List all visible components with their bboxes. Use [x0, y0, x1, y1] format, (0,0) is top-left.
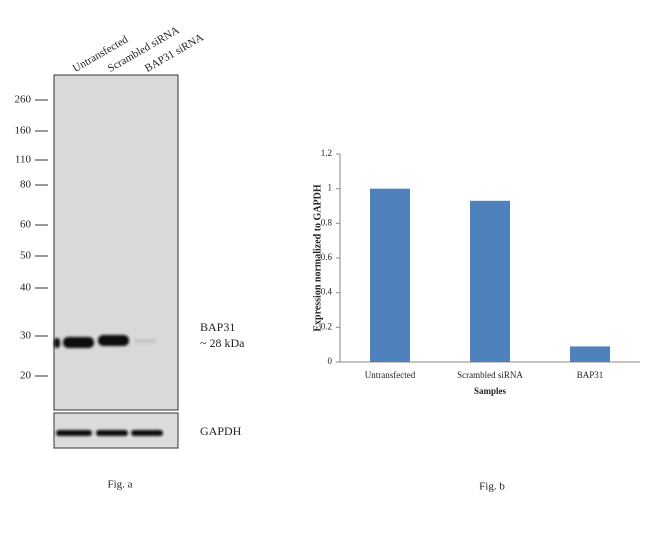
marker-label: 80	[20, 179, 32, 191]
marker-label: 30	[20, 330, 32, 342]
y-tick-label: 0.2	[321, 321, 332, 331]
bands	[54, 335, 163, 436]
blot-membrane	[53, 74, 179, 411]
band	[63, 337, 94, 348]
marker-label: 110	[15, 154, 32, 166]
marker-label: 160	[15, 125, 32, 137]
y-axis-label: Expression normalized to GAPDH	[312, 184, 323, 332]
band	[56, 430, 92, 436]
band	[131, 430, 163, 436]
marker-label: 260	[15, 94, 32, 106]
marker-label: 50	[20, 250, 32, 262]
marker-label: 20	[20, 370, 32, 382]
band-label: BAP31	[200, 320, 235, 334]
caption: Fig. a	[107, 479, 132, 491]
x-axis-label: Samples	[474, 386, 507, 396]
y-tick-label: 1.2	[321, 148, 332, 158]
y-tick-label: 0	[328, 356, 333, 366]
y-tick-label: 1	[328, 183, 333, 193]
caption: Fig. b	[479, 481, 505, 493]
band-size: ~ 28 kDa	[200, 336, 245, 350]
band	[134, 339, 156, 343]
band	[98, 335, 129, 346]
bar	[370, 188, 410, 362]
band	[96, 430, 128, 436]
x-tick-label: Untransfected	[365, 370, 416, 380]
x-tick-label: Scrambled siRNA	[457, 370, 523, 380]
bar	[570, 346, 610, 362]
marker-label: 60	[20, 219, 32, 231]
x-tick-label: BAP31	[577, 370, 604, 380]
bar	[470, 200, 510, 362]
band	[54, 338, 60, 348]
y-tick-label: 0.4	[321, 287, 333, 297]
marker-label: 40	[20, 282, 32, 294]
y-tick-label: 0.8	[321, 217, 333, 227]
control-label: GAPDH	[200, 424, 242, 438]
y-tick-label: 0.6	[321, 252, 333, 262]
